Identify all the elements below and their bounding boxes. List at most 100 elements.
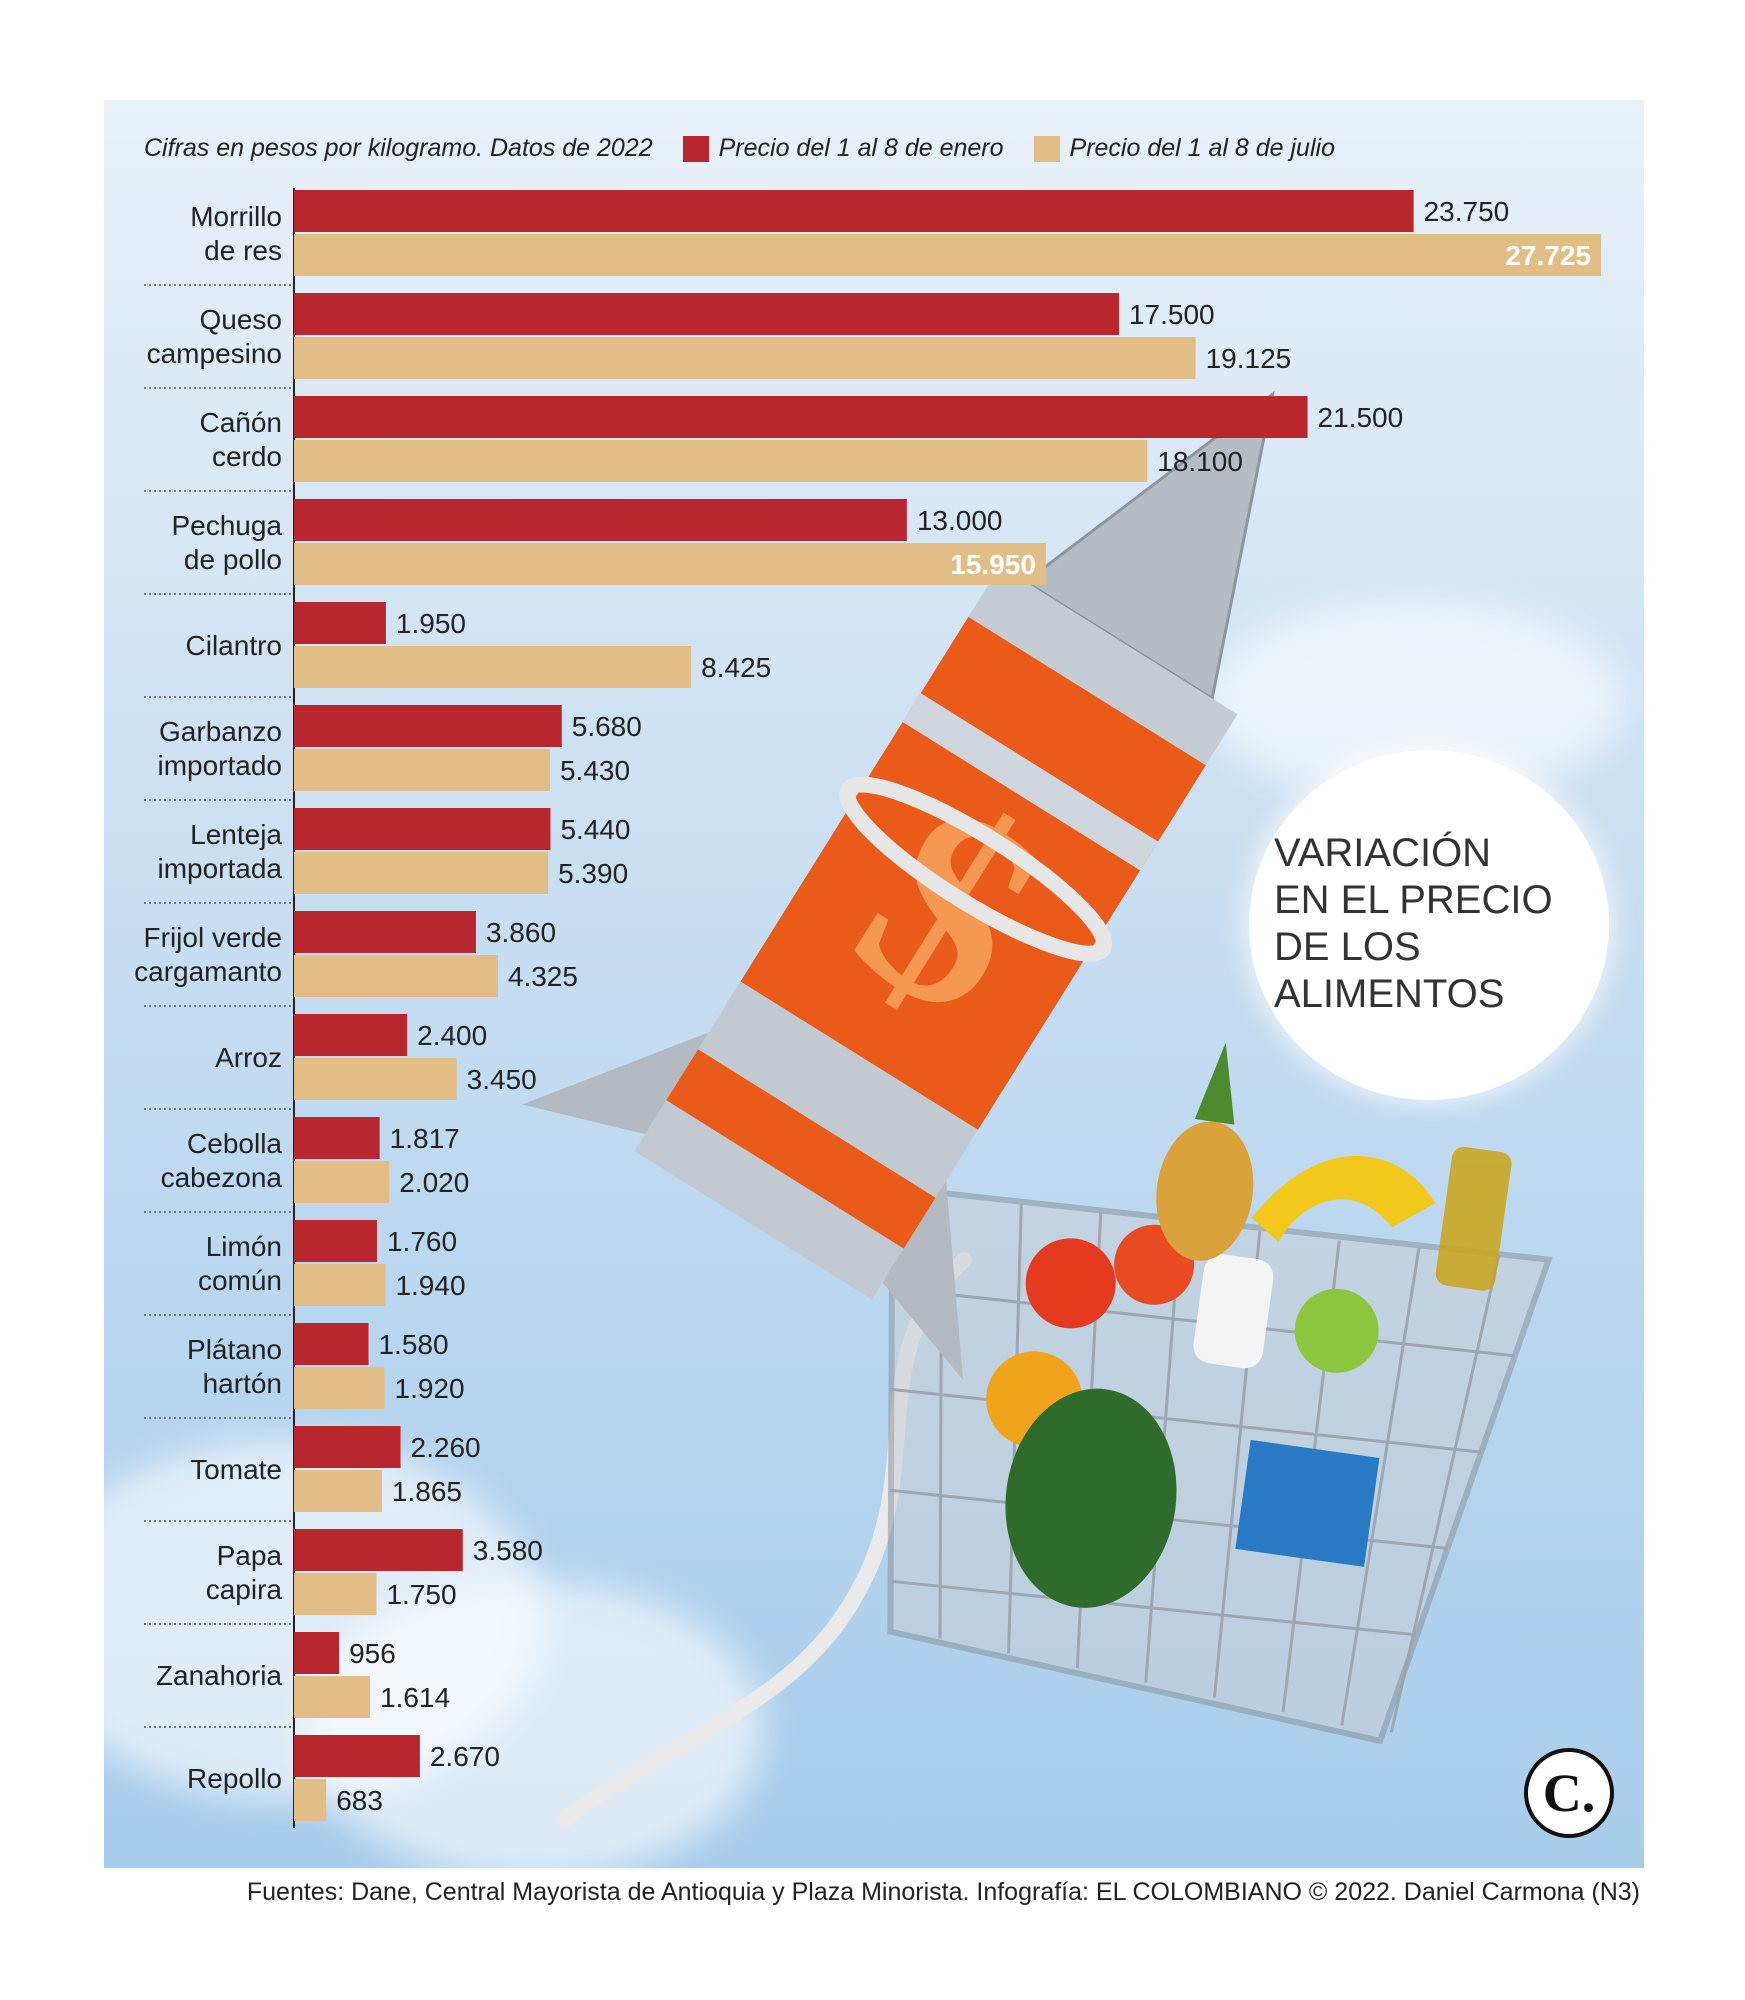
category-label: de res: [204, 235, 282, 266]
legend-swatch-january: [682, 135, 709, 162]
value-label-july: 5.430: [560, 755, 630, 786]
title-line: EN EL PRECIO: [1274, 878, 1553, 922]
bar-january: [294, 1014, 408, 1056]
value-label-july: 1.750: [386, 1579, 456, 1610]
value-label-july: 1.614: [380, 1682, 450, 1713]
category-label: cabezona: [161, 1162, 283, 1193]
value-label-july: 1.940: [395, 1270, 465, 1301]
el-colombiano-logo: C.: [1524, 1748, 1614, 1838]
bar-january: [294, 1529, 463, 1571]
category-label: Limón: [206, 1231, 282, 1262]
category-label: Arroz: [215, 1042, 282, 1073]
bar-july: [294, 1470, 382, 1512]
bar-july: [294, 1573, 377, 1615]
bar-july: [294, 1161, 390, 1203]
category-label: Pechuga: [171, 510, 282, 541]
bar-july: [294, 1367, 385, 1409]
category-label: Zanahoria: [156, 1660, 283, 1691]
cloud-decoration: [304, 1580, 764, 1868]
value-label-july: 5.390: [558, 858, 628, 889]
category-label: Frijol verde: [144, 922, 282, 953]
value-label-july: 3.450: [467, 1064, 537, 1095]
value-label-july: 19.125: [1206, 343, 1292, 374]
category-label: importada: [157, 853, 282, 884]
value-label-january: 13.000: [917, 505, 1003, 536]
title-line: VARIACIÓN: [1274, 831, 1492, 875]
bar-july: [294, 852, 549, 894]
bar-july: [294, 440, 1148, 482]
value-label-july: 27.725: [1505, 240, 1591, 271]
value-label-january: 5.440: [560, 814, 630, 845]
source-footer: Fuentes: Dane, Central Mayorista de Anti…: [246, 1878, 1640, 1906]
value-label-july: 1.865: [392, 1476, 462, 1507]
bar-january: [294, 808, 551, 850]
bar-january: [294, 293, 1119, 335]
value-label-january: 1.950: [396, 608, 466, 639]
category-label: de pollo: [184, 544, 282, 575]
value-label-july: 15.950: [950, 549, 1036, 580]
title-bubble: [1249, 750, 1609, 1100]
value-label-january: 2.400: [417, 1020, 487, 1051]
bar-july: [294, 337, 1196, 379]
bar-january: [294, 396, 1308, 438]
category-label: Tomate: [190, 1454, 282, 1485]
shopping-basket-icon: [887, 1042, 1553, 1745]
category-label: Queso: [200, 304, 283, 335]
category-label: importado: [157, 750, 282, 781]
bar-july: [294, 1676, 371, 1718]
category-label: Lenteja: [190, 819, 282, 850]
value-label-january: 956: [349, 1638, 396, 1669]
value-label-july: 18.100: [1157, 446, 1243, 477]
value-label-january: 21.500: [1318, 402, 1404, 433]
value-label-january: 1.817: [390, 1123, 460, 1154]
value-label-january: 1.760: [387, 1226, 457, 1257]
bar-july: [294, 646, 692, 688]
category-label: Morrillo: [190, 201, 282, 232]
bar-january: [294, 1117, 380, 1159]
bar-july: [294, 1264, 386, 1306]
title-line: ALIMENTOS: [1274, 972, 1505, 1016]
bar-january: [294, 499, 907, 541]
chart-panel: $ Morrillo de res 23.750 27.725 Queso campesi…: [104, 100, 1644, 1868]
value-label-july: 2.020: [399, 1167, 469, 1198]
legend-label-january: Precio del 1 al 8 de enero: [718, 134, 1004, 162]
category-label: Garbanzo: [159, 716, 282, 747]
value-label-january: 3.580: [473, 1535, 543, 1566]
value-label-january: 1.580: [378, 1329, 448, 1360]
bar-january: [294, 1220, 377, 1262]
bar-january: [294, 190, 1414, 232]
bar-july: [294, 955, 498, 997]
bar-july: [294, 1058, 457, 1100]
value-label-january: 23.750: [1424, 196, 1510, 227]
value-label-january: 2.260: [411, 1432, 481, 1463]
value-label-july: 683: [336, 1785, 383, 1816]
bar-july: [294, 543, 1046, 585]
category-label: cargamanto: [134, 956, 282, 987]
bar-january: [294, 911, 476, 953]
value-label-january: 17.500: [1129, 299, 1215, 330]
category-label: común: [198, 1265, 282, 1296]
legend: Cifras en pesos por kilogramo. Datos de …: [144, 134, 1335, 163]
legend-note: Cifras en pesos por kilogramo. Datos de …: [144, 134, 653, 162]
chart-title: VARIACIÓN EN EL PRECIO DE LOS ALIMENTOS: [1274, 830, 1594, 1018]
title-line: DE LOS: [1274, 925, 1421, 969]
value-label-july: 8.425: [701, 652, 771, 683]
bar-january: [294, 1323, 369, 1365]
value-label-january: 2.670: [430, 1741, 500, 1772]
category-label: hartón: [203, 1368, 282, 1399]
bar-january: [294, 1426, 401, 1468]
legend-swatch-july: [1033, 135, 1060, 162]
category-label: capira: [206, 1574, 283, 1605]
category-label: cerdo: [212, 441, 282, 472]
bar-january: [294, 602, 386, 644]
value-label-january: 3.860: [486, 917, 556, 948]
bar-january: [294, 705, 562, 747]
category-label: Cebolla: [187, 1128, 282, 1159]
value-label-january: 5.680: [572, 711, 642, 742]
bar-july: [294, 234, 1601, 276]
bar-january: [294, 1735, 420, 1777]
legend-label-july: Precio del 1 al 8 de julio: [1069, 134, 1335, 162]
bar-july: [294, 749, 550, 791]
category-label: Papa: [217, 1540, 283, 1571]
